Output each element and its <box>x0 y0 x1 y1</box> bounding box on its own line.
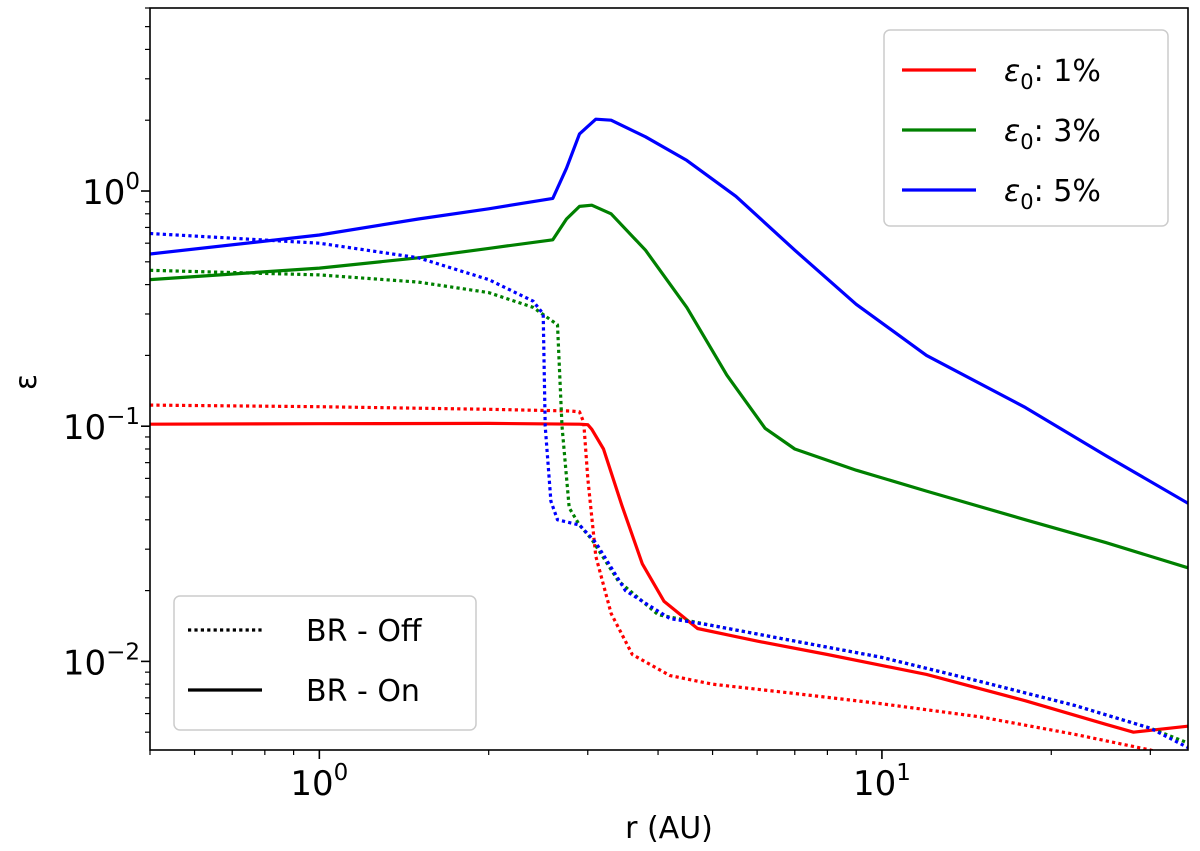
legend-styles: BR - Off BR - On <box>173 595 477 731</box>
y-axis-label: ε <box>9 374 44 390</box>
x-tick-label: 100 <box>290 760 348 804</box>
plot-lines <box>150 117 1188 750</box>
axes: 100 101 10−2 10−1 100 <box>63 7 1151 804</box>
x-tick-label: 101 <box>853 760 911 804</box>
y-tick-label: 10−1 <box>63 404 140 448</box>
legend-label: BR - Off <box>306 614 423 649</box>
legend-label: ε0: 3% <box>1004 114 1101 154</box>
legend-colors: ε0: 1% ε0: 3% ε0: 5% <box>883 29 1169 227</box>
legend-styles-box <box>173 595 477 731</box>
legend-colors-box <box>883 29 1169 227</box>
series-line-2 <box>150 203 1188 570</box>
legend-label: ε0: 5% <box>1004 174 1101 214</box>
legend-label: BR - On <box>306 674 420 709</box>
y-tick-label: 100 <box>82 169 140 213</box>
x-axis-label: r (AU) <box>625 811 713 846</box>
y-tick-label: 10−2 <box>63 639 140 683</box>
series-line-1 <box>150 421 1188 734</box>
legend-label: ε0: 1% <box>1004 54 1101 94</box>
plot-frame <box>149 7 1189 751</box>
series-line-3 <box>150 117 1188 505</box>
